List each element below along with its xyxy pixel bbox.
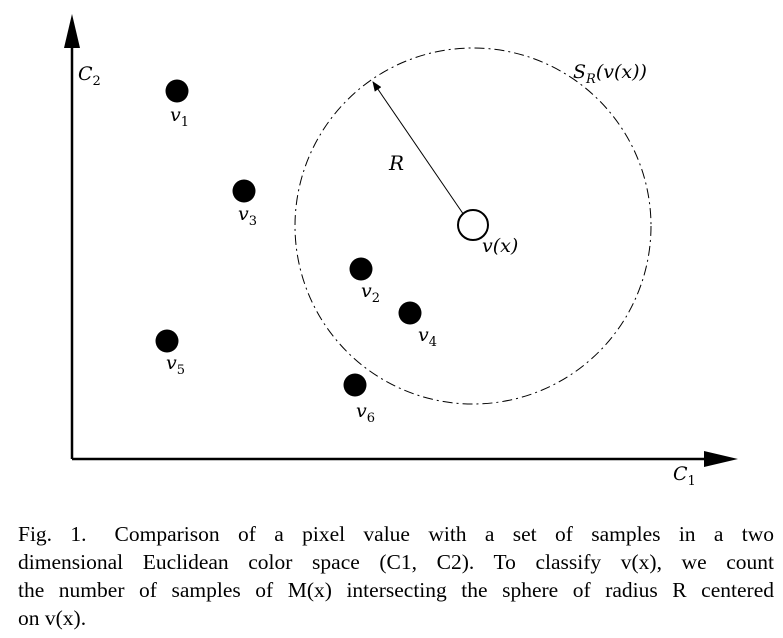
sample-label: v3 [238,203,257,229]
sample-dot [232,179,256,203]
sample-label: v2 [361,280,380,306]
sample-label: v4 [418,324,437,350]
radius-arrow [372,81,467,219]
center-label: v(x) [482,235,518,257]
x-axis-arrowhead [704,451,738,467]
sample-v2: v2 [349,257,380,306]
sample-label: v5 [166,352,185,378]
diagram-canvas: C2 C1 SR(v(x)) R v(x) v1 v2 v3 v4 v5 v6 [64,14,738,489]
caption-line-2: dimensional Euclidean color space (C1, C… [18,550,774,574]
sample-v1: v1 [165,79,189,130]
sample-dot [155,329,179,353]
sample-dot [165,79,189,103]
radius-label: R [388,151,404,175]
x-axis-label: C1 [673,463,696,489]
caption-line-4: on v(x). [18,606,87,630]
y-axis-arrowhead [64,14,80,48]
sample-label: v6 [356,400,375,426]
sample-dot [343,373,367,397]
figure-caption: Fig. 1. Comparison of a pixel value with … [18,520,774,632]
sphere-label: SR(v(x)) [573,61,647,87]
caption-line-1: Fig. 1. Comparison of a pixel value with … [18,520,774,548]
caption-line-3: the number of samples of M(x) intersecti… [18,578,774,602]
sphere-boundary [294,47,652,405]
sample-dot [398,301,422,325]
caption-text-1: Comparison of a pixel value with a set o… [114,522,775,546]
sample-v5: v5 [155,329,185,378]
figure-number: Fig. 1. [18,522,87,546]
center-point-vx [457,209,489,241]
sample-v4: v4 [398,301,437,350]
sample-label: v1 [170,104,189,130]
sample-v3: v3 [232,179,257,229]
y-axis-label: C2 [78,63,101,89]
sample-dot [349,257,373,281]
sample-v6: v6 [343,373,375,426]
